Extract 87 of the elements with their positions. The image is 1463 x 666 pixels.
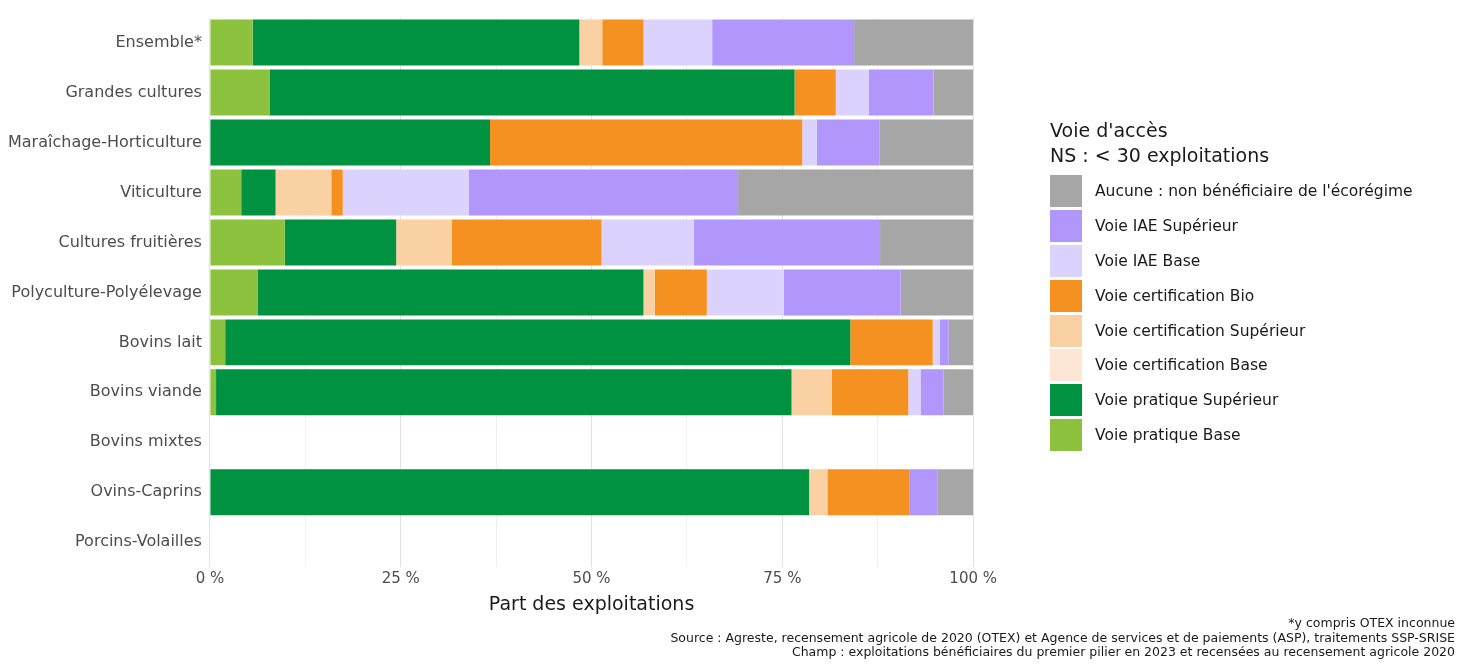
text: Champ : exploitations bénéficiaires du premier pilier en 2023 et recensées au recensement agricole 2020 bbox=[790, 644, 1455, 660]
source-note: Source : Agreste, recensement agricole de 2020 (OTEX) et Agence de services et de paiements (ASP), traitements SSP-SRISE bbox=[670, 629, 1455, 645]
y-tick-label: Maraîchage-Horticulture bbox=[8, 131, 202, 151]
bar bbox=[920, 369, 944, 416]
bar bbox=[791, 369, 832, 416]
bar bbox=[331, 169, 343, 216]
bar bbox=[269, 69, 795, 116]
y-tick-label: Porcins-Volailles bbox=[75, 531, 202, 551]
bar bbox=[932, 319, 940, 366]
legend-label: Voie IAE Base bbox=[1095, 251, 1201, 270]
bar bbox=[225, 319, 851, 366]
bar bbox=[210, 119, 491, 166]
bar bbox=[937, 469, 974, 516]
legend-label: Voie certification Base bbox=[1095, 356, 1268, 375]
y-tick-label: Grandes cultures bbox=[65, 81, 202, 101]
bar bbox=[210, 19, 253, 66]
bar bbox=[210, 469, 810, 516]
bar bbox=[210, 269, 259, 316]
bar bbox=[451, 219, 602, 266]
bar bbox=[939, 319, 949, 366]
y-tick-label: Polyculture-Polyélevage bbox=[11, 281, 202, 301]
bar bbox=[241, 169, 276, 216]
bar bbox=[693, 219, 881, 266]
bar bbox=[783, 269, 901, 316]
y-tick-label: Bovins lait bbox=[118, 331, 202, 351]
bar bbox=[827, 469, 910, 516]
y-tick-label: Cultures fruitières bbox=[58, 231, 202, 251]
bar bbox=[275, 169, 332, 216]
bar bbox=[396, 219, 452, 266]
bar bbox=[342, 169, 469, 216]
x-tick-label: 0 % bbox=[195, 569, 225, 588]
y-tick-label: Viticulture bbox=[120, 181, 202, 201]
x-tick-label: 50 % bbox=[572, 569, 611, 588]
bar bbox=[835, 69, 869, 116]
bar bbox=[909, 469, 938, 516]
bar bbox=[900, 269, 974, 316]
bar bbox=[948, 319, 974, 366]
bar bbox=[210, 319, 226, 366]
legend-label: Voie pratique Base bbox=[1095, 425, 1241, 444]
x-axis-title: Part des exploitations bbox=[488, 591, 695, 614]
bar bbox=[252, 19, 580, 66]
legend-label: Voie pratique Supérieur bbox=[1095, 391, 1279, 410]
x-tick-label: 25 % bbox=[381, 569, 420, 588]
bar bbox=[468, 169, 739, 216]
bar bbox=[706, 269, 784, 316]
bar bbox=[794, 69, 836, 116]
bar bbox=[933, 69, 974, 116]
bar bbox=[908, 369, 921, 416]
bar bbox=[738, 169, 974, 216]
bar bbox=[210, 369, 217, 416]
y-tick-label: Bovins viande bbox=[89, 381, 202, 401]
y-tick-label: Ensemble* bbox=[115, 31, 202, 51]
bar bbox=[210, 169, 242, 216]
bar bbox=[850, 319, 933, 366]
bar bbox=[809, 469, 828, 516]
bar bbox=[490, 119, 803, 166]
bar bbox=[579, 19, 603, 66]
bar bbox=[816, 119, 880, 166]
bar bbox=[802, 119, 817, 166]
text: *y compris OTEX inconnue bbox=[1287, 615, 1455, 631]
legend-title: Voie d'accès bbox=[1050, 118, 1169, 143]
bar bbox=[654, 269, 707, 316]
bar bbox=[210, 69, 270, 116]
legend-label: Voie IAE Supérieur bbox=[1095, 217, 1238, 236]
y-tick-label: Ovins-Caprins bbox=[90, 481, 202, 501]
bar bbox=[216, 369, 792, 416]
legend-label: Voie certification Supérieur bbox=[1095, 321, 1306, 340]
bar bbox=[258, 269, 644, 316]
legend-label: Voie certification Bio bbox=[1095, 286, 1255, 305]
y-tick-label: Bovins mixtes bbox=[89, 431, 202, 451]
bar bbox=[643, 19, 713, 66]
bar bbox=[879, 119, 974, 166]
bar bbox=[210, 219, 285, 266]
bar bbox=[643, 269, 655, 316]
text: NS : < 30 exploitations bbox=[1050, 143, 1271, 168]
bar bbox=[284, 219, 397, 266]
bar bbox=[943, 369, 974, 416]
bar bbox=[601, 219, 694, 266]
x-tick-label: 75 % bbox=[763, 569, 802, 588]
bar bbox=[880, 219, 974, 266]
bar bbox=[831, 369, 909, 416]
bar bbox=[712, 19, 855, 66]
bar bbox=[602, 19, 644, 66]
x-tick-label: 100 % bbox=[949, 569, 997, 588]
legend-label: Aucune : non bénéficiaire de l'écorégime bbox=[1095, 182, 1413, 201]
bar bbox=[854, 19, 974, 66]
bar bbox=[868, 69, 934, 116]
